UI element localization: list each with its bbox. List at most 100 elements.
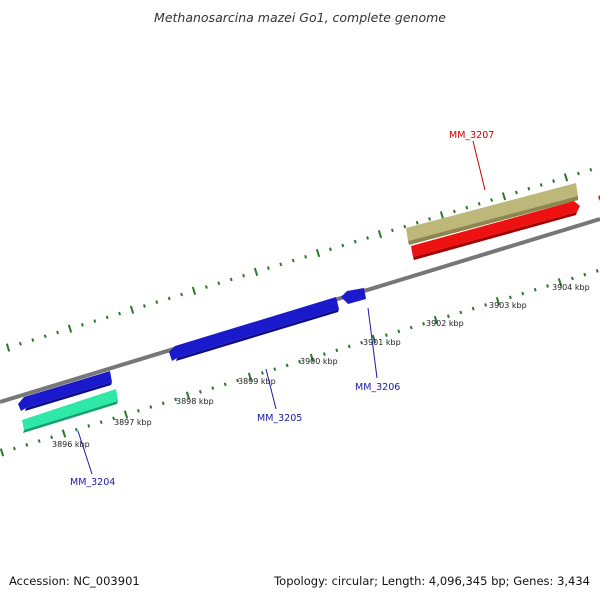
minor-tick [211,386,215,390]
gene-arrow-mm-3207[interactable] [411,201,580,257]
minor-tick [335,348,339,353]
minor-tick [521,291,525,296]
major-tick [557,278,563,287]
minor-tick [25,442,29,447]
minor-tick [341,243,345,248]
minor-tick [136,408,140,413]
minor-tick [422,321,426,326]
minor-tick [43,334,47,339]
major-tick [253,267,259,277]
minor-tick [12,446,16,451]
major-tick [191,286,197,295]
minor-tick [304,254,308,259]
minor-tick [576,171,580,176]
minor-tick [56,330,60,335]
minor-tick [93,319,97,323]
minor-tick [236,378,240,383]
major-tick [309,353,315,362]
minor-tick [167,296,171,301]
major-tick [377,229,383,239]
minor-tick [180,292,184,297]
scale-label: 3896 kbp [52,440,90,449]
minor-tick [539,183,543,187]
minor-tick [390,228,394,233]
gene-label-mm-3206[interactable]: MM_3206 [355,382,400,393]
minor-tick [446,314,450,319]
minor-tick [229,277,233,282]
gene-arrow-mm-3204[interactable] [22,389,118,430]
gene-feature-tan[interactable] [406,183,578,241]
minor-tick [533,287,537,292]
minor-tick [204,285,208,289]
map-title: Methanosarcina mazei Go1, complete genom… [154,10,446,25]
minor-tick [552,179,556,184]
major-tick [129,305,135,314]
minor-tick [142,304,146,308]
gene-arrow-mm-3207-shadow [413,212,577,260]
minor-tick [260,371,264,375]
minor-tick [452,209,456,214]
minor-tick [360,340,364,345]
major-tick [563,173,569,182]
minor-tick [285,363,289,368]
major-tick [495,296,501,306]
gene-arrow-mm-3205-shadow [176,309,339,361]
gene-arrow-left-blue[interactable] [18,371,112,411]
minor-tick [403,224,407,229]
minor-tick [291,258,295,263]
minor-tick [409,325,413,330]
minor-tick [514,190,518,195]
major-tick [5,343,11,352]
minor-tick [465,205,469,210]
minor-tick [149,405,153,409]
scale-label: 3898 kbp [176,397,214,406]
scale-label: 3901 kbp [363,338,401,347]
gene-arrow-mm-3205[interactable] [169,297,339,361]
minor-tick [397,329,401,334]
minor-tick [471,306,475,311]
leader-line-mm-3206 [367,307,378,379]
minor-tick [155,300,159,305]
minor-tick [477,201,481,206]
minor-tick [18,341,22,346]
minor-tick [87,424,91,428]
minor-tick [37,439,41,443]
gene-label-mm-3207[interactable]: MM_3207 [449,130,494,141]
scale-label: 3902 kbp [426,319,464,328]
upper-tick-track [5,167,593,352]
minor-tick [353,239,357,244]
minor-tick [223,382,227,387]
minor-tick [161,401,165,406]
minor-tick [99,420,103,425]
minor-tick [298,359,302,364]
leader-line-mm-3207 [472,140,486,191]
minor-tick [347,344,351,349]
major-tick [433,315,439,325]
minor-tick [174,397,178,402]
scale-label: 3900 kbp [300,357,338,366]
scale-label: 3904 kbp [552,283,590,292]
lower-tick-track [0,268,599,457]
gene-arrow-left-blue-shadow [25,382,112,411]
major-tick [247,372,253,381]
scale-label: 3903 kbp [489,301,527,310]
minor-tick [428,217,432,221]
gene-label-mm-3204[interactable]: MM_3204 [70,477,115,488]
minor-tick [415,220,419,225]
minor-tick [459,310,463,315]
minor-tick [198,389,202,394]
major-tick [371,334,377,344]
topology-text: Topology: circular; Length: 4,096,345 bp… [273,574,590,588]
minor-tick [508,295,512,300]
major-tick [185,391,191,400]
minor-tick [31,338,35,342]
minor-tick [242,273,246,278]
gene-label-mm-3205[interactable]: MM_3205 [257,413,302,424]
minor-tick [595,268,599,273]
gene-arrow-mm-3206[interactable] [341,288,366,304]
gene-arrow-mm-3204-shadow [23,401,118,433]
leader-line-mm-3204 [77,430,93,475]
major-tick [61,429,67,438]
minor-tick [80,322,84,327]
